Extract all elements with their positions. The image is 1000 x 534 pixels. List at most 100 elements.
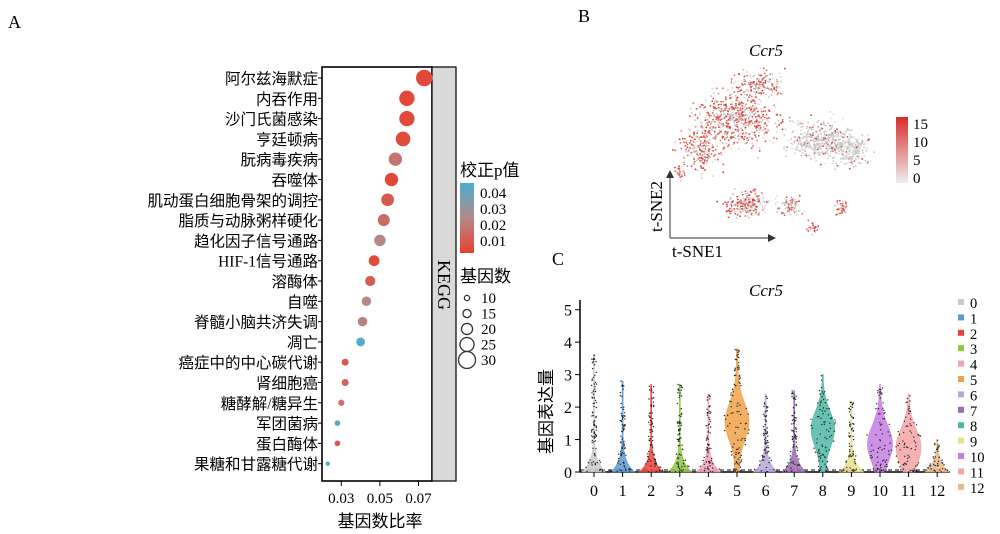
violin-legend-swatch	[958, 314, 964, 320]
dot	[385, 173, 398, 186]
tsne-point	[761, 111, 763, 113]
violin-legend-label: 2	[970, 327, 977, 343]
violin-point	[822, 446, 823, 447]
violin-legend-swatch	[958, 299, 964, 305]
tsne-point	[724, 106, 726, 108]
tsne-point	[780, 114, 782, 116]
tsne-point	[814, 230, 816, 232]
violin-point	[730, 401, 731, 402]
tsne-point	[734, 134, 736, 136]
tsne-point	[775, 122, 777, 124]
tsne-point	[720, 153, 722, 155]
violin-point	[734, 457, 735, 458]
violin-point	[681, 408, 682, 409]
tsne-point	[785, 128, 787, 130]
panel-label-c: C	[552, 249, 564, 269]
tsne-point	[815, 151, 817, 153]
tsne-point	[727, 131, 729, 133]
tsne-point	[827, 148, 829, 150]
tsne-point	[765, 75, 767, 77]
tsne-point	[758, 135, 760, 137]
tsne-point	[764, 110, 766, 112]
violin-point	[648, 451, 649, 452]
violin-point	[884, 466, 885, 467]
violin-point	[683, 469, 684, 470]
tsne-point	[758, 104, 760, 106]
violin-point	[886, 466, 887, 467]
violin-point	[766, 442, 767, 443]
violin-point	[795, 438, 796, 439]
violin-point	[938, 457, 939, 458]
tsne-colorbar-tick: 0	[913, 171, 921, 187]
violin-point	[880, 467, 881, 468]
violin-point	[904, 443, 905, 444]
category-label: 果糖和甘露糖代谢	[194, 456, 318, 474]
tsne-point	[753, 88, 755, 90]
violin-point	[653, 392, 654, 393]
tsne-point	[821, 151, 823, 153]
violin-point	[848, 435, 849, 436]
violin-point	[742, 438, 743, 439]
violin-point	[853, 418, 854, 419]
violin-point	[765, 453, 766, 454]
violin-legend-swatch	[958, 484, 964, 490]
violin-point	[708, 448, 709, 449]
violin-point	[738, 459, 739, 460]
violin-point	[849, 425, 850, 426]
tsne-point	[692, 148, 694, 150]
tsne-point	[814, 154, 816, 156]
violin-point	[707, 396, 708, 397]
violin-point	[620, 464, 621, 465]
violin-point	[906, 464, 907, 465]
tsne-point	[797, 143, 799, 145]
violin-point	[739, 405, 740, 406]
violin-point	[825, 447, 826, 448]
tsne-point	[710, 95, 712, 97]
violin-point	[648, 459, 649, 460]
violin-point	[731, 454, 732, 455]
violin-point	[766, 410, 767, 411]
tsne-point	[685, 148, 687, 150]
tsne-point	[807, 230, 809, 232]
tsne-point	[724, 113, 726, 115]
legend-color-tick: 0.02	[480, 218, 506, 234]
violin-legend-label: 10	[970, 450, 985, 466]
tsne-point	[809, 143, 811, 145]
tsne-point	[718, 110, 720, 112]
violin-point	[900, 449, 901, 450]
tsne-point	[859, 147, 861, 149]
violin-point	[649, 440, 650, 441]
tsne-panel: Ccr5 t-SNE1 t-SNE2 151050	[647, 41, 928, 261]
violin-point	[873, 450, 874, 451]
tsne-point	[749, 112, 751, 114]
tsne-point	[705, 123, 707, 125]
violin-point	[797, 450, 798, 451]
violin-point	[764, 434, 765, 435]
tsne-point	[749, 75, 751, 77]
tsne-point	[813, 150, 815, 152]
tsne-point	[699, 157, 701, 159]
violin-point	[678, 441, 679, 442]
violin-point	[595, 391, 596, 392]
tsne-point	[850, 149, 852, 151]
violin-point	[935, 470, 936, 471]
tsne-point	[804, 150, 806, 152]
tsne-point	[834, 151, 836, 153]
violin-point	[818, 460, 819, 461]
violin-point	[707, 437, 708, 438]
violin-point	[594, 453, 595, 454]
violin-point	[625, 468, 626, 469]
violin-point	[618, 458, 619, 459]
violin-point	[647, 456, 648, 457]
tsne-point	[712, 126, 714, 128]
tsne-point	[710, 129, 712, 131]
tsne-point	[803, 137, 805, 139]
violin-point	[909, 423, 910, 424]
violin-point	[930, 463, 931, 464]
tsne-point	[804, 211, 806, 213]
violin-point	[766, 447, 767, 448]
violin-point	[620, 420, 621, 421]
tsne-point	[778, 73, 780, 75]
tsne-point	[799, 139, 801, 141]
tsne-point	[794, 201, 796, 203]
